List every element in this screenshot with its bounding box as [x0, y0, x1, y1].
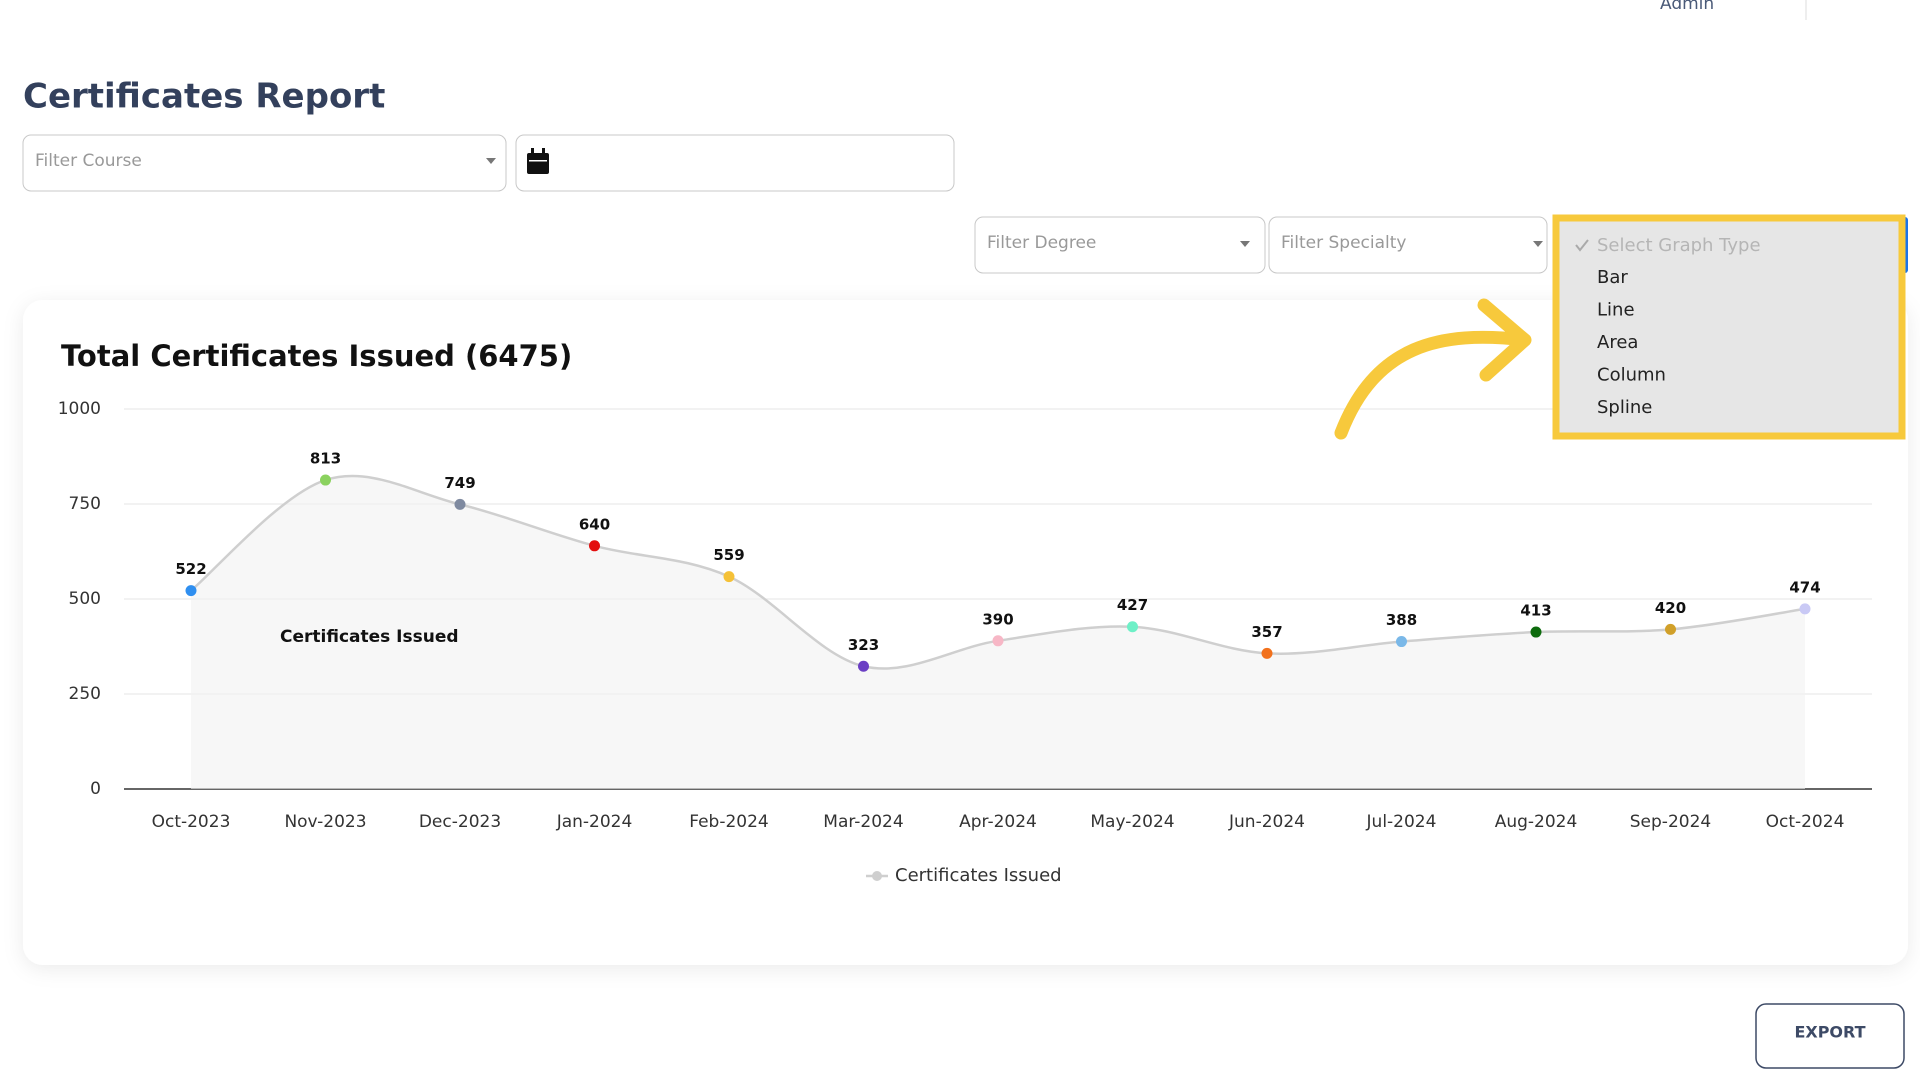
- y-tick-label: 1000: [58, 399, 101, 419]
- x-tick-label: May-2024: [1090, 812, 1174, 832]
- date-filter[interactable]: [515, 134, 955, 192]
- data-point: [185, 585, 197, 597]
- export-label: EXPORT: [1794, 1023, 1865, 1042]
- caret: [486, 158, 496, 164]
- y-tick-label: 0: [90, 779, 101, 799]
- caret: [1533, 241, 1543, 247]
- data-label: 390: [982, 610, 1013, 628]
- x-tick-label: Nov-2023: [284, 812, 366, 832]
- calendar-icon: [527, 148, 549, 174]
- data-label: 388: [1386, 611, 1417, 629]
- graph-type-menu: Select Graph Type Bar Line Area Column Splin…: [1552, 214, 1906, 440]
- data-label: 474: [1789, 578, 1820, 596]
- data-point: [1396, 636, 1407, 648]
- x-tick-label: Oct-2024: [1766, 812, 1845, 832]
- menu-option[interactable]: Line: [1597, 300, 1635, 321]
- export-button[interactable]: [1755, 1003, 1905, 1069]
- data-point: [1665, 623, 1676, 635]
- specialty-placeholder: Filter Specialty: [1281, 233, 1406, 253]
- callout-arrow: [1334, 298, 1532, 440]
- y-tick-label: 250: [69, 684, 101, 704]
- data-label: 427: [1117, 596, 1148, 614]
- x-tick-label: Jan-2024: [556, 812, 633, 832]
- legend-marker: [872, 871, 882, 881]
- x-tick-label: Sep-2024: [1630, 812, 1711, 832]
- menu-placeholder: Select Graph Type: [1597, 235, 1761, 256]
- x-tick-label: Oct-2023: [152, 812, 231, 832]
- x-tick-label: Jul-2024: [1366, 812, 1437, 832]
- x-tick-label: Jun-2024: [1228, 812, 1305, 832]
- data-point: [992, 635, 1004, 647]
- menu-box: [1552, 214, 1906, 440]
- data-label: 420: [1655, 599, 1686, 617]
- x-tick-label: Mar-2024: [823, 812, 903, 832]
- y-tick-label: 750: [69, 494, 101, 514]
- data-point: [454, 498, 466, 510]
- data-label: 323: [848, 636, 879, 654]
- data-label: 522: [175, 560, 206, 578]
- data-point: [320, 474, 331, 486]
- x-tick-label: Apr-2024: [959, 812, 1037, 832]
- y-tick-label: 500: [69, 589, 101, 609]
- data-label: 559: [713, 546, 744, 564]
- data-label: 357: [1251, 623, 1282, 641]
- check-icon: [1575, 239, 1589, 252]
- data-point: [858, 660, 869, 672]
- data-label: 749: [444, 474, 475, 492]
- data-point: [1261, 647, 1273, 659]
- user-name: Admin: [1660, 0, 1714, 14]
- course-placeholder: Filter Course: [35, 151, 142, 171]
- page-title: Certificates Report: [23, 77, 385, 117]
- degree-filter[interactable]: [974, 216, 1266, 274]
- caret: [1240, 241, 1250, 247]
- data-point: [1799, 603, 1811, 615]
- legend-label[interactable]: Certificates Issued: [895, 865, 1062, 886]
- menu-option[interactable]: Area: [1597, 332, 1638, 353]
- plot: 0 250 500 750 1000 Oct-2023 Nov-2023 Dec-2023 Ja…: [58, 399, 1872, 886]
- series-area: [191, 476, 1805, 789]
- data-point: [589, 540, 600, 552]
- series-annotation: Certificates Issued: [280, 627, 459, 647]
- data-point: [1127, 621, 1138, 633]
- data-label: 813: [310, 450, 341, 468]
- menu-option[interactable]: Spline: [1597, 397, 1652, 418]
- chart-card: [23, 300, 1908, 965]
- data-label: 640: [579, 515, 610, 533]
- x-tick-label: Dec-2023: [419, 812, 501, 832]
- specialty-filter[interactable]: [1268, 216, 1548, 274]
- data-point: [1530, 626, 1542, 638]
- course-filter[interactable]: [22, 134, 507, 192]
- x-tick-label: Aug-2024: [1495, 812, 1578, 832]
- menu-option[interactable]: Column: [1597, 365, 1666, 386]
- data-label: 413: [1520, 602, 1551, 620]
- menu-option[interactable]: Bar: [1597, 267, 1628, 288]
- data-point: [723, 571, 735, 583]
- x-tick-label: Feb-2024: [689, 812, 769, 832]
- degree-placeholder: Filter Degree: [987, 233, 1096, 253]
- chart-title: Total Certificates Issued (6475): [61, 339, 572, 373]
